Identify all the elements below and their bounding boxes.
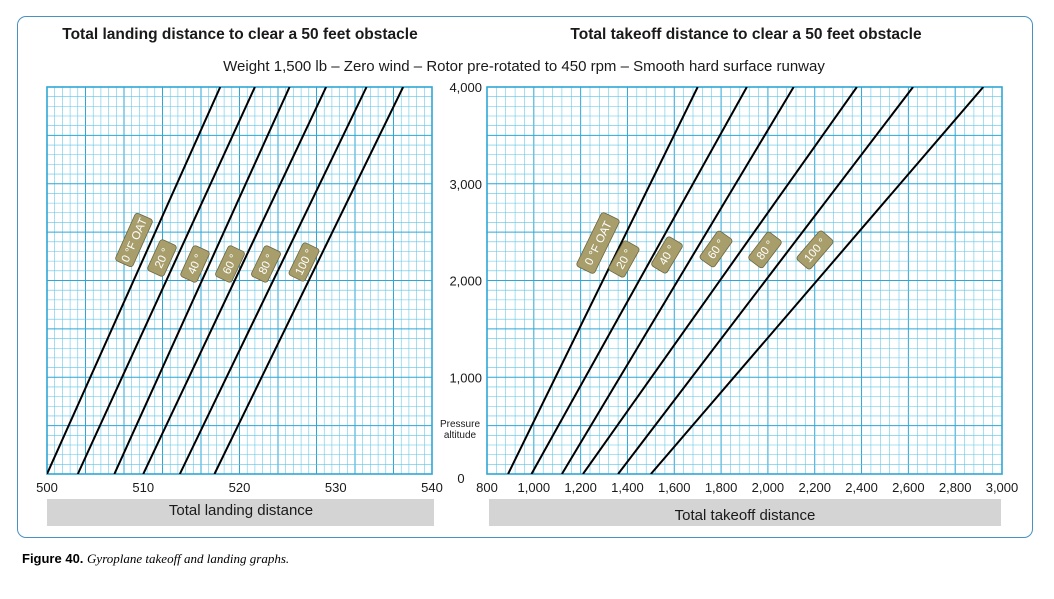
takeoff-series-tag-3: 60 ° [699, 230, 733, 268]
landing-series-line-2 [113, 87, 291, 474]
takeoff-series-line-2 [561, 87, 795, 474]
takeoff-xtick-label: 2,600 [892, 480, 925, 495]
landing-xtick-label: 540 [421, 480, 443, 495]
landing-series-tag-1: 20 ° [147, 239, 177, 277]
takeoff-xtick-label: 1,600 [658, 480, 691, 495]
caption-text: Gyroplane takeoff and landing graphs. [87, 551, 290, 566]
caption-label: Figure 40. [22, 551, 84, 566]
landing-series-tag-3: 60 ° [215, 245, 245, 283]
landing-xtick-label: 510 [132, 480, 154, 495]
landing-series-line-4 [178, 87, 368, 474]
takeoff-series-line-3 [582, 87, 858, 474]
landing-xtick-label: 530 [325, 480, 347, 495]
landing-series-tag-4: 80 ° [251, 245, 281, 283]
takeoff-plot-border [486, 86, 1003, 475]
yaxis-tick-label: 1,000 [449, 370, 482, 385]
yaxis-tick-label: 0 [457, 471, 464, 486]
takeoff-xtick-label: 1,200 [564, 480, 597, 495]
takeoff-xtick-label: 2,800 [939, 480, 972, 495]
yaxis-tick-label: 2,000 [449, 274, 482, 289]
yaxis-tick-label: 4,000 [449, 80, 482, 95]
landing-series-line-3 [142, 87, 328, 474]
landing-plot-border [46, 86, 433, 475]
takeoff-xtick-label: 2,400 [845, 480, 878, 495]
landing-series-line-5 [213, 87, 405, 474]
takeoff-series-tag-2: 40 ° [651, 236, 683, 274]
landing-series-line-1 [76, 87, 256, 474]
takeoff-xlabel-band [489, 499, 1001, 526]
figure-subtitle: Weight 1,500 lb – Zero wind – Rotor pre-… [223, 58, 825, 75]
takeoff-plot-area: 0 °F OAT 20 ° 40 ° 60 ° 80 ° 100 °800 1,000 1,2… [476, 86, 1019, 495]
landing-xlabel-band [47, 499, 434, 526]
landing-xtick-label: 520 [229, 480, 251, 495]
takeoff-chart-title: Total takeoff distance to clear a 50 fee… [570, 26, 922, 43]
takeoff-series-tag-1: 20 ° [608, 240, 640, 278]
figure-caption: Figure 40. Gyroplane takeoff and landing… [22, 551, 289, 567]
landing-plot-area: 0 °F OAT 20 ° 40 ° 60 ° 80 ° 100 °500 510 520 53… [36, 86, 443, 495]
takeoff-series-line-4 [617, 87, 914, 474]
landing-series-tag-5: 100 ° [288, 242, 320, 282]
takeoff-xtick-label: 2,200 [798, 480, 831, 495]
takeoff-xtick-label: 2,000 [752, 480, 785, 495]
landing-series-line-0 [47, 87, 222, 474]
takeoff-xtick-label: 1,400 [611, 480, 644, 495]
takeoff-xtick-label: 3,000 [986, 480, 1019, 495]
landing-series-tag-2: 40 ° [180, 245, 210, 283]
takeoff-xtick-label: 1,800 [705, 480, 738, 495]
yaxis-tick-label: 3,000 [449, 177, 482, 192]
landing-xtick-label: 500 [36, 480, 58, 495]
takeoff-series-line-1 [530, 87, 748, 474]
yaxis-title-line1: Pressure [440, 419, 480, 430]
takeoff-xaxis-label: Total takeoff distance [675, 507, 816, 524]
takeoff-series-tag-4: 80 ° [748, 231, 782, 269]
yaxis-tick-labels: 0 1,000 2,000 3,000 4,000 [449, 80, 482, 486]
takeoff-xtick-label: 1,000 [518, 480, 551, 495]
landing-xaxis-label: Total landing distance [169, 502, 313, 519]
takeoff-series-line-5 [650, 87, 985, 474]
takeoff-series-line-0 [507, 87, 699, 474]
takeoff-xtick-label: 800 [476, 480, 498, 495]
landing-chart-title: Total landing distance to clear a 50 fee… [62, 26, 418, 43]
yaxis-title-line2: altitude [444, 430, 477, 441]
